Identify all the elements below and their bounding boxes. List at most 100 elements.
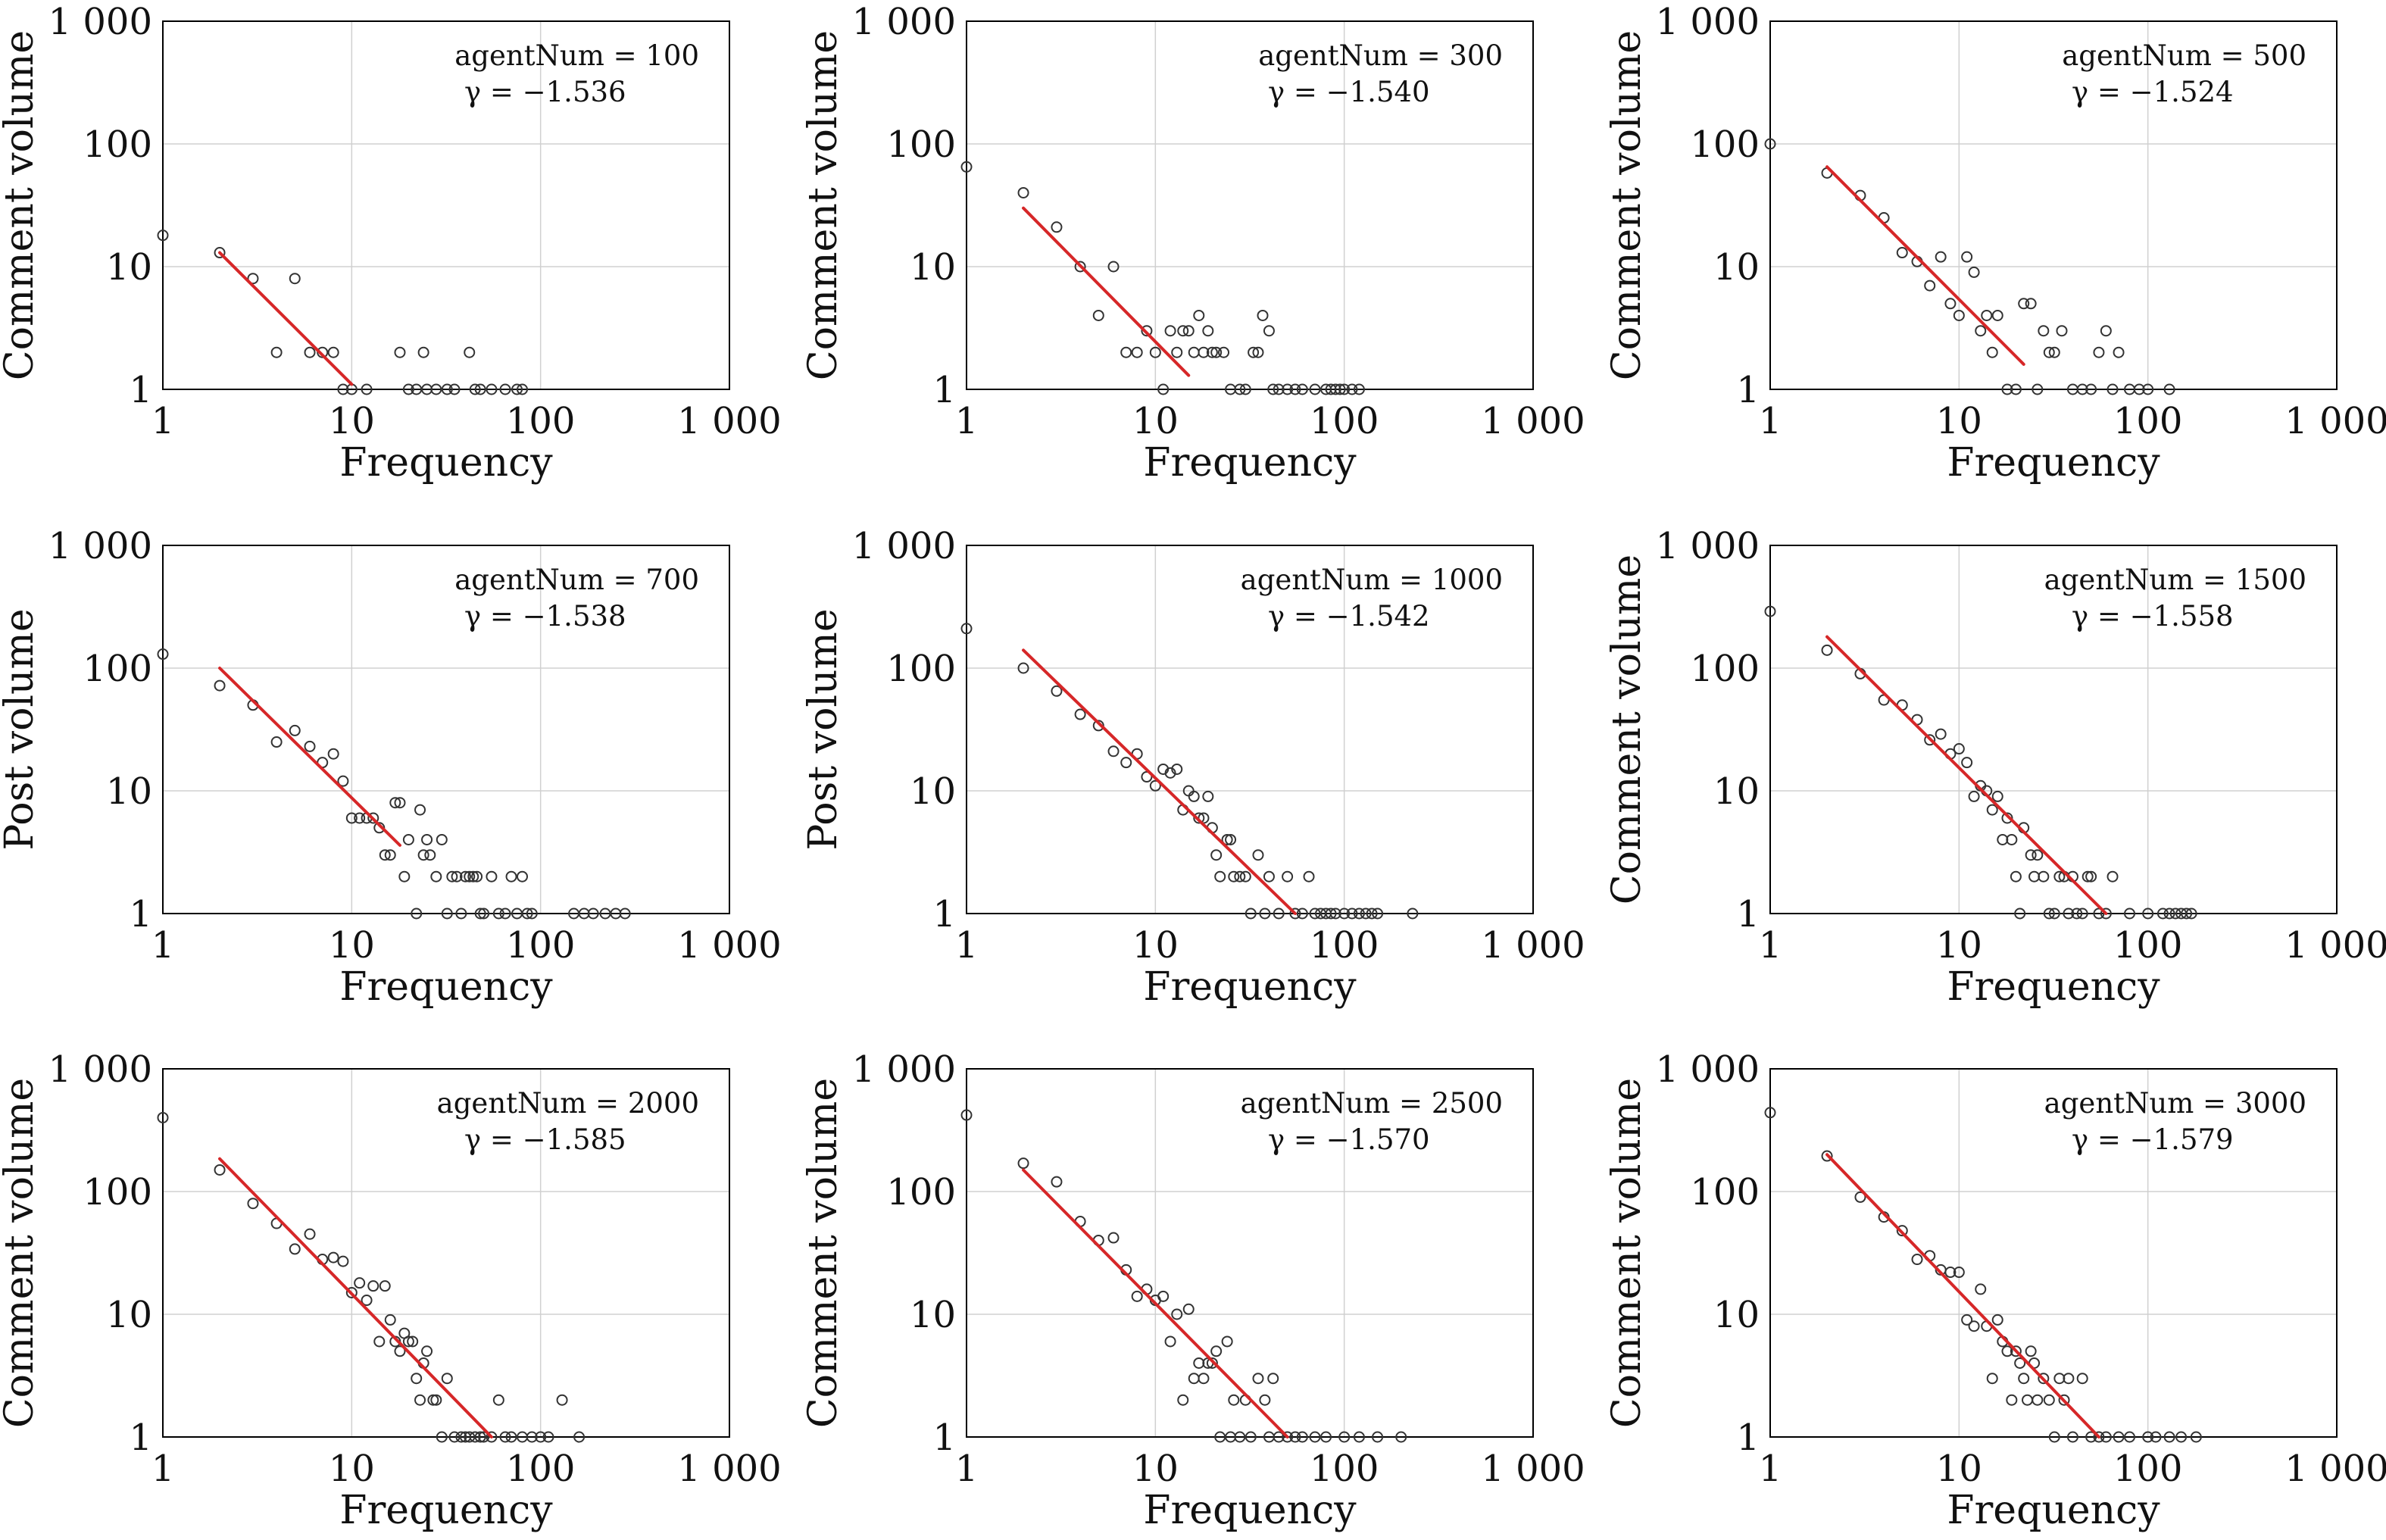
data-point xyxy=(436,1431,448,1443)
fit-line xyxy=(1825,1153,2100,1438)
gamma-annotation: γ = −1.558 xyxy=(2072,600,2234,633)
data-point xyxy=(517,383,529,395)
data-point xyxy=(1206,346,1218,358)
data-point xyxy=(1944,1267,1957,1279)
data-point xyxy=(1259,907,1271,920)
y-axis-label: Comment volume xyxy=(801,30,846,380)
data-point xyxy=(619,907,631,920)
data-point xyxy=(960,623,973,635)
data-point xyxy=(448,1431,461,1443)
data-point xyxy=(464,346,476,358)
data-point xyxy=(2093,346,2105,358)
x-axis-label: Frequency xyxy=(339,964,553,1010)
data-point xyxy=(1896,247,1908,259)
data-point xyxy=(337,775,349,787)
data-point xyxy=(1961,1314,1973,1326)
data-point xyxy=(499,383,511,395)
y-tick-label: 100 xyxy=(83,1171,152,1214)
gamma-annotation: γ = −1.540 xyxy=(1268,76,1430,108)
x-tick-label: 1 xyxy=(1759,1448,1782,1490)
gamma-annotation: γ = −1.524 xyxy=(2072,76,2234,108)
x-tick-label: 1 000 xyxy=(1481,924,1585,967)
data-point xyxy=(1267,1373,1279,1385)
data-point xyxy=(1961,757,1973,769)
data-point xyxy=(1171,763,1183,775)
data-point xyxy=(511,383,523,395)
data-point xyxy=(1764,138,1776,150)
data-point xyxy=(2063,907,2075,920)
data-point xyxy=(2076,1373,2088,1385)
data-point xyxy=(1273,1431,1285,1443)
data-point xyxy=(1141,325,1153,337)
data-point xyxy=(2043,907,2055,920)
data-point xyxy=(417,346,429,358)
data-point xyxy=(2190,1431,2202,1443)
data-point xyxy=(1239,383,1251,395)
agentnum-annotation: agentNum = 3000 xyxy=(2044,1087,2306,1120)
data-point xyxy=(474,1431,486,1443)
data-point xyxy=(2053,870,2066,882)
data-point xyxy=(1177,325,1189,337)
y-tick-label: 1 xyxy=(1736,893,1760,936)
data-point xyxy=(1131,1290,1143,1302)
x-axis-label: Frequency xyxy=(1143,964,1357,1010)
data-point xyxy=(1245,907,1257,920)
data-point xyxy=(1120,757,1132,769)
data-point xyxy=(1267,383,1279,395)
gamma-annotation: γ = −1.536 xyxy=(464,76,626,108)
data-point xyxy=(1051,1176,1063,1188)
data-point xyxy=(2001,1345,2013,1357)
data-point xyxy=(414,1394,426,1406)
data-point xyxy=(2100,907,2112,920)
data-point xyxy=(1968,266,1980,278)
x-tick-label: 10 xyxy=(329,1448,375,1490)
data-point xyxy=(367,812,379,824)
y-tick-label: 10 xyxy=(910,1294,956,1336)
subplot-1: 1 10 100 1 000 1 10 100 1 000 Frequency Comment v… xyxy=(0,1,782,486)
data-point xyxy=(492,907,504,920)
data-point xyxy=(1360,907,1372,920)
x-tick-label: 1 000 xyxy=(2285,400,2386,442)
data-point xyxy=(2048,907,2060,920)
x-tick-label: 100 xyxy=(506,1448,576,1490)
y-tick-label: 1 000 xyxy=(1656,525,1760,567)
data-point xyxy=(441,1373,453,1385)
data-point xyxy=(486,1431,498,1443)
data-point xyxy=(492,1394,504,1406)
data-point xyxy=(478,1431,490,1443)
data-point xyxy=(421,833,433,845)
data-point xyxy=(1986,346,1998,358)
data-point xyxy=(2169,907,2181,920)
y-tick-label: 100 xyxy=(83,123,152,166)
data-point xyxy=(2082,870,2094,882)
gamma-annotation: γ = −1.585 xyxy=(464,1123,626,1156)
y-tick-label: 1 xyxy=(1736,1417,1760,1459)
x-tick-label: 10 xyxy=(329,400,375,442)
data-point xyxy=(1289,907,1301,920)
data-point xyxy=(1210,1345,1223,1357)
data-point xyxy=(411,907,423,920)
data-point xyxy=(1107,261,1120,273)
data-point xyxy=(1188,790,1200,802)
data-point xyxy=(1228,870,1240,882)
y-tick-label: 100 xyxy=(1690,1171,1760,1214)
data-point xyxy=(474,383,486,395)
data-point xyxy=(2006,1394,2018,1406)
data-point xyxy=(2018,1373,2030,1385)
data-point xyxy=(1149,346,1161,358)
y-tick-label: 1 xyxy=(932,369,956,411)
data-point xyxy=(2093,1431,2105,1443)
data-point xyxy=(1309,907,1321,920)
y-tick-label: 1 000 xyxy=(852,1,956,43)
subplot-5: 1 10 100 1 000 1 10 100 1 000 Frequency Post volu… xyxy=(801,525,1585,1010)
data-point xyxy=(587,907,599,920)
data-point xyxy=(1107,745,1120,758)
data-point xyxy=(1821,1150,1833,1162)
data-point xyxy=(1338,1431,1351,1443)
x-axis-label: Frequency xyxy=(1143,1488,1357,1533)
subplot-8: 1 10 100 1 000 1 10 100 1 000 Frequency Comment v… xyxy=(801,1048,1585,1533)
data-point xyxy=(448,383,461,395)
data-point xyxy=(373,1335,386,1348)
y-tick-label: 1 000 xyxy=(48,1048,152,1091)
data-point xyxy=(1953,743,1965,755)
